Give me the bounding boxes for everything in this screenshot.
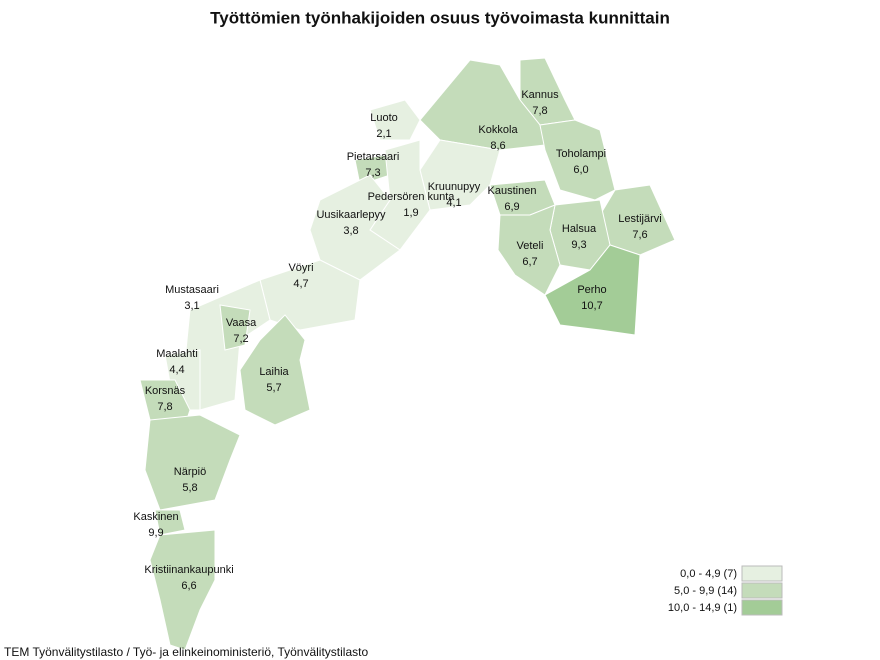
region-name: Kruunupyy [428,181,481,193]
region-name: Maalahti [156,348,198,360]
region-name: Kannus [521,89,559,101]
region [497,204,561,296]
region-value: 6,9 [504,201,519,213]
region-value: 4,7 [293,278,308,290]
region [239,314,311,426]
region-value: 7,8 [157,401,172,413]
source-note: TEM Työnvälitystilasto / Työ- ja elinkei… [4,645,368,659]
region-name: Laihia [259,366,289,378]
region-name: Mustasaari [165,284,219,296]
region-name: Halsua [562,223,597,235]
region-name: Kokkola [478,124,518,136]
region [309,174,401,281]
region-value: 4,1 [446,197,461,209]
region-name: Lestijärvi [618,213,661,225]
region-name: Korsnäs [145,385,186,397]
region-value: 6,7 [522,256,537,268]
region-name: Uusikaarlepyy [316,209,386,221]
region-value: 6,0 [573,164,588,176]
region-name: Toholampi [556,148,606,160]
region-name: Kaskinen [133,511,178,523]
legend-swatch [741,565,783,582]
legend-swatch [741,582,783,599]
legend-label: 5,0 - 9,9 (14) [674,585,737,597]
region [539,119,616,201]
region-value: 3,8 [343,225,358,237]
region-value: 9,3 [571,239,586,251]
region [144,414,241,511]
region-value: 10,7 [581,300,602,312]
regions [139,57,676,651]
region [219,304,251,351]
region-value: 9,9 [148,527,163,539]
region-name: Vaasa [226,317,257,329]
region-name: Perho [577,284,606,296]
region-name: Veteli [517,240,544,252]
region [149,529,216,651]
region [154,509,186,536]
region-value: 4,4 [169,364,184,376]
region [369,99,421,141]
region-value: 7,2 [233,333,248,345]
region-name: Luoto [370,112,398,124]
region-value: 6,6 [181,580,196,592]
region-value: 5,7 [266,382,281,394]
legend-label: 10,0 - 14,9 (1) [668,602,737,614]
region-name: Pedersören kunta [368,191,456,203]
region-name: Kaustinen [488,185,537,197]
region-value: 7,6 [632,229,647,241]
region-name: Kristiinankaupunki [144,564,233,576]
map-title: Työttömien työnhakijoiden osuus työvoima… [210,8,670,27]
region [544,244,641,336]
legend-swatch [741,599,783,616]
region-value: 2,1 [376,128,391,140]
region-value: 5,8 [182,482,197,494]
region-value: 1,9 [403,207,418,219]
legend: 0,0 - 4,9 (7) 5,0 - 9,9 (14) 10,0 - 14,9 (… [668,565,783,616]
region-value: 3,1 [184,300,199,312]
region-value: 8,6 [490,140,505,152]
region-labels: Kannus 7,8 Kokkola 8,6 Luoto 2,1 Toholampi 6,0 K… [133,89,661,592]
region-name: Närpiö [174,466,206,478]
legend-label: 0,0 - 4,9 (7) [680,568,737,580]
region-value: 7,8 [532,105,547,117]
region-name: Vöyri [288,262,313,274]
region-name: Pietarsaari [347,151,400,163]
region-value: 7,3 [365,167,380,179]
